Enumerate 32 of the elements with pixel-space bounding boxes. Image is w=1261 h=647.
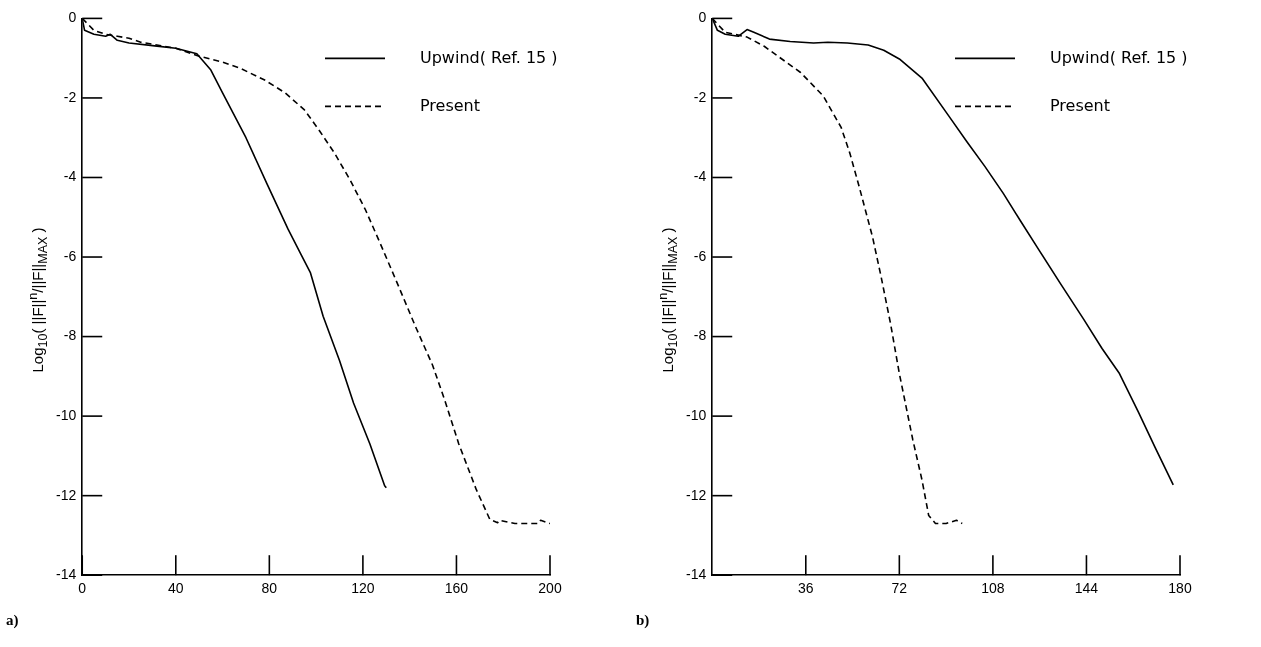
y-tick-label: -10	[686, 406, 707, 423]
x-tick-label: 160	[444, 580, 469, 597]
x-tick-label: 36	[798, 580, 814, 597]
y-tick-label: -8	[63, 327, 77, 344]
legend-label: Upwind( Ref. 15 )	[1050, 47, 1188, 67]
y-tick-label: -6	[63, 247, 77, 264]
x-tick-label: 72	[891, 580, 908, 597]
legend-label: Upwind( Ref. 15 )	[420, 47, 558, 67]
x-tick-label: 108	[981, 580, 1005, 597]
y-tick-label: -14	[56, 566, 77, 583]
y-tick-label: -8	[693, 327, 707, 344]
y-tick-label: -10	[56, 406, 77, 423]
x-tick-label: 40	[168, 580, 184, 597]
y-tick-label: -2	[693, 88, 707, 105]
y-tick-label: -12	[686, 486, 707, 503]
legend-label: Present	[1050, 95, 1111, 115]
x-tick-label: 180	[1168, 580, 1192, 597]
y-tick-label: -14	[686, 566, 707, 583]
y-tick-label: -6	[693, 247, 707, 264]
y-tick-label: -12	[56, 486, 77, 503]
x-tick-label: 200	[538, 580, 562, 597]
y-tick-label: 0	[68, 9, 77, 26]
y-tick-label: -4	[63, 168, 77, 185]
x-tick-label: 120	[351, 580, 375, 597]
x-tick-label: 144	[1074, 580, 1099, 597]
text: a)	[6, 612, 19, 629]
legend-label: Present	[420, 95, 481, 115]
y-tick-label: 0	[698, 9, 707, 26]
text: b)	[636, 612, 650, 629]
x-tick-label: 80	[261, 580, 278, 597]
y-tick-label: -2	[63, 88, 77, 105]
y-tick-label: -4	[693, 168, 707, 185]
